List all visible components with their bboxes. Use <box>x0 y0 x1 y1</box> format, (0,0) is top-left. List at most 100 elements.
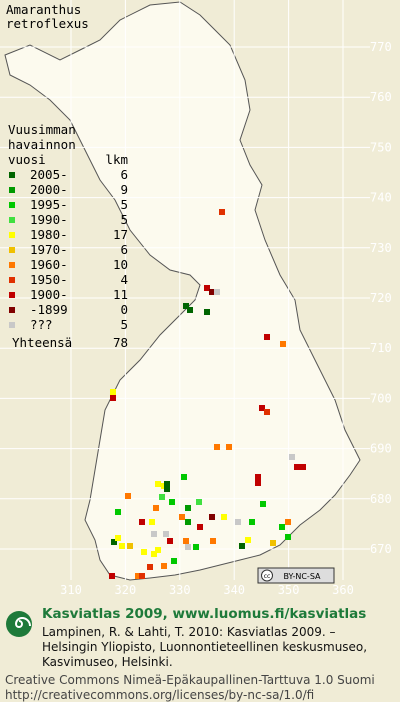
grid-label: 690 <box>370 442 392 456</box>
legend-swatch <box>9 262 15 268</box>
legend-count: 9 <box>120 182 128 197</box>
occurrence-square <box>179 514 185 520</box>
total-label: Yhteensä <box>12 335 72 350</box>
citation: Lampinen, R. & Lahti, T. 2010: Kasviatla… <box>42 625 336 639</box>
occurrence-square <box>259 405 265 411</box>
grid-label: 310 <box>60 583 82 597</box>
grid-label: 700 <box>370 391 392 405</box>
occurrence-square <box>185 544 191 550</box>
legend-swatch <box>9 172 15 178</box>
grid-label: 680 <box>370 492 392 506</box>
occurrence-square <box>125 493 131 499</box>
occurrence-square <box>226 444 232 450</box>
occurrence-square <box>285 534 291 540</box>
occurrence-square <box>139 573 145 579</box>
legend-label: 1995- <box>30 197 68 212</box>
legend-swatch <box>9 217 15 223</box>
occurrence-square <box>183 538 189 544</box>
citation: Helsingin Yliopisto, Luonnontieteellinen… <box>42 640 367 654</box>
occurrence-square <box>260 501 266 507</box>
occurrence-square <box>280 341 286 347</box>
grid: 310 320 330 340 350 360 770 760 750 740 730 720 710 7… <box>0 0 392 597</box>
legend-count: 0 <box>120 302 128 317</box>
occurrence-square <box>110 395 116 401</box>
occurrence-square <box>204 285 210 291</box>
svg-text:cc: cc <box>264 573 271 580</box>
grid-label: 360 <box>332 583 354 597</box>
occurrence-square <box>169 499 175 505</box>
legend-label: ??? <box>30 317 53 332</box>
occurrence-square <box>239 543 245 549</box>
grid-label: 710 <box>370 341 392 355</box>
legend: Vuusimman havainnon vuosi lkm 2005- 6 2000… <box>8 122 128 350</box>
occurrence-square <box>197 524 203 530</box>
badge-text: BY-NC-SA <box>283 572 321 581</box>
occurrence-square <box>279 524 285 530</box>
occurrence-square <box>209 289 215 295</box>
occurrence-square <box>167 538 173 544</box>
occurrence-square <box>161 563 167 569</box>
footer-heading: Kasviatlas 2009, www.luomus.fi/kasviatla… <box>42 606 366 622</box>
occurrence-square <box>181 474 187 480</box>
occurrence-square <box>264 334 270 340</box>
grid-label: 750 <box>370 140 392 154</box>
legend-swatch <box>9 247 15 253</box>
grid-label: 350 <box>278 583 300 597</box>
grid-label: 760 <box>370 90 392 104</box>
legend-header: Vuusimman <box>8 122 76 137</box>
legend-label: 1900- <box>30 287 68 302</box>
legend-count: 11 <box>113 287 128 302</box>
occurrence-square <box>115 535 121 541</box>
legend-swatch <box>9 322 15 328</box>
total-count: 78 <box>113 335 128 350</box>
grid-label: 740 <box>370 191 392 205</box>
occurrence-square <box>109 573 115 579</box>
occurrences <box>109 209 306 579</box>
finland-outline <box>4 1 361 581</box>
grid-label: 770 <box>370 40 392 54</box>
occurrence-square <box>187 307 193 313</box>
legend-count: 5 <box>120 317 128 332</box>
legend-label: 1990- <box>30 212 68 227</box>
occurrence-square <box>149 519 155 525</box>
legend-swatch <box>9 292 15 298</box>
occurrence-square <box>300 464 306 470</box>
occurrence-square <box>210 538 216 544</box>
grid-label: 720 <box>370 291 392 305</box>
logo <box>6 611 32 637</box>
legend-count: 17 <box>113 227 128 242</box>
occurrence-square <box>264 409 270 415</box>
occurrence-square <box>193 544 199 550</box>
legend-header: lkm <box>105 152 128 167</box>
occurrence-square <box>171 558 177 564</box>
citation: Kasvimuseo, Helsinki. <box>42 655 173 669</box>
title-line: Amaranthus <box>6 2 81 17</box>
occurrence-square <box>196 499 202 505</box>
occurrence-square <box>185 505 191 511</box>
grid-label: 330 <box>169 583 191 597</box>
occurrence-square <box>151 531 157 537</box>
occurrence-square <box>270 540 276 546</box>
legend-swatch <box>9 187 15 193</box>
title-line: retroflexus <box>6 16 89 31</box>
occurrence-square <box>147 564 153 570</box>
legend-count: 5 <box>120 212 128 227</box>
legend-label: 2000- <box>30 182 68 197</box>
occurrence-square <box>155 547 161 553</box>
legend-label: 1950- <box>30 272 68 287</box>
grid-label: 670 <box>370 542 392 556</box>
grid-label: 340 <box>223 583 245 597</box>
occurrence-square <box>245 537 251 543</box>
legend-header: vuosi <box>8 152 46 167</box>
occurrence-square <box>135 573 141 579</box>
occurrence-square <box>139 519 145 525</box>
occurrence-square <box>204 309 210 315</box>
occurrence-square <box>214 289 220 295</box>
occurrence-square <box>214 444 220 450</box>
legend-count: 5 <box>120 197 128 212</box>
legend-swatch <box>9 232 15 238</box>
legend-label: -1899 <box>30 302 68 317</box>
occurrence-square <box>183 303 189 309</box>
occurrence-square <box>151 551 157 557</box>
legend-label: 1980- <box>30 227 68 242</box>
